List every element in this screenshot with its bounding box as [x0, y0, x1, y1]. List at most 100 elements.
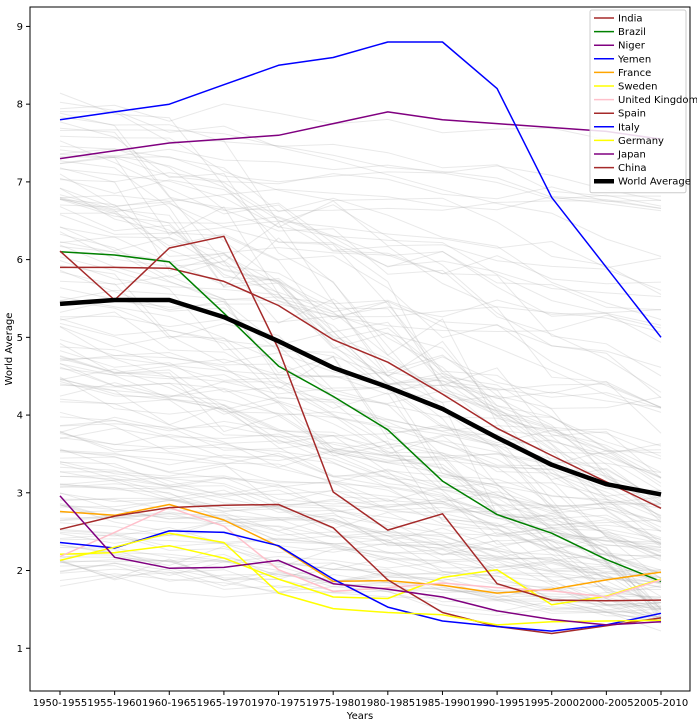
background-country-line [59, 156, 662, 343]
background-country-line [59, 318, 662, 409]
legend-label: Spain [618, 109, 646, 120]
background-country-line [59, 471, 662, 606]
legend: India Brazil Niger Yemen France Sweden United … [589, 9, 697, 194]
series-line-italy [59, 530, 662, 632]
series-line-yemen [59, 41, 662, 338]
background-country-line [59, 299, 662, 318]
legend-label: World Average [618, 177, 691, 188]
x-tick-label: 1990-1995 [470, 698, 525, 709]
background-country-line [59, 461, 662, 545]
background-country-line [59, 553, 662, 632]
background-country-line [59, 356, 662, 584]
background-country-line [59, 103, 662, 141]
background-country-line [59, 188, 662, 211]
background-country-line [59, 153, 662, 207]
background-country-line [59, 296, 662, 539]
y-axis-ticks: 1 2 3 4 5 6 7 8 9 [17, 22, 30, 655]
x-axis-ticks: 1950-1955 1955-1960 1960-1965 1965-1970 1970… [33, 691, 689, 709]
background-country-line [59, 504, 662, 590]
y-tick-label: 9 [17, 22, 23, 33]
background-country-line [59, 112, 662, 580]
background-country-line [59, 346, 662, 503]
background-country-line [59, 271, 662, 368]
x-tick-label: 1965-1970 [197, 698, 252, 709]
background-country-line [59, 416, 662, 528]
background-country-line [59, 325, 662, 492]
legend-label: Italy [618, 122, 640, 133]
series-line-france [59, 503, 662, 594]
background-country-line [59, 504, 662, 584]
background-country-line [59, 489, 662, 557]
background-country-line [59, 538, 662, 608]
series-line-india [60, 266, 662, 509]
background-country-line [59, 514, 662, 584]
x-tick-label: 1975-1980 [306, 698, 361, 709]
background-country-line [59, 461, 662, 548]
background-country-line [59, 568, 662, 601]
background-country-line [59, 145, 662, 321]
background-country-line [59, 326, 662, 610]
x-tick-label: 1955-1960 [87, 698, 142, 709]
background-country-line [59, 448, 662, 600]
background-country-line [59, 280, 662, 547]
x-tick-label: 2005-2010 [634, 698, 689, 709]
background-country-line [59, 492, 662, 540]
background-country-line [59, 355, 662, 408]
background-country-line [59, 530, 662, 574]
background-country-line [59, 565, 662, 583]
background-country-line [59, 236, 662, 285]
y-axis-label: World Average [4, 313, 15, 386]
background-country-line [59, 256, 662, 607]
background-country-line [59, 233, 662, 457]
background-country-line [59, 456, 662, 548]
legend-label: Niger [618, 41, 646, 52]
background-country-line [59, 241, 662, 413]
background-country-line [59, 561, 662, 596]
background-country-line [59, 135, 662, 295]
background-country-line [59, 466, 662, 545]
background-country-line [59, 558, 662, 614]
background-country-line [59, 198, 662, 212]
plot-area-frame [29, 6, 691, 692]
background-country-line [59, 311, 662, 583]
background-country-line [59, 244, 662, 615]
legend-label: China [618, 163, 647, 174]
background-country-line [59, 194, 662, 523]
series-line-spain [59, 503, 662, 635]
y-tick-label: 3 [17, 488, 23, 499]
background-country-line [59, 411, 662, 574]
x-tick-label: 1995-2000 [524, 698, 579, 709]
background-country-line [59, 156, 662, 618]
background-country-line [59, 423, 662, 491]
background-country-line [59, 343, 662, 610]
background-country-line [59, 463, 662, 588]
background-country-line [59, 376, 662, 624]
background-country-line [59, 492, 662, 604]
background-country-line [59, 416, 662, 447]
y-tick-label: 5 [17, 333, 23, 344]
background-country-line [59, 322, 662, 608]
background-country-line [59, 547, 662, 581]
background-country-line [59, 401, 662, 557]
background-country-line [59, 339, 662, 460]
background-country-line [59, 155, 662, 377]
background-country-line [59, 289, 662, 333]
background-country-line [59, 116, 662, 212]
background-country-line [59, 504, 662, 606]
background-country-line [59, 226, 662, 484]
x-tick-label: 1960-1965 [142, 698, 197, 709]
background-country-line [59, 544, 662, 623]
background-country-lines [59, 92, 662, 632]
background-country-line [59, 199, 662, 505]
x-tick-label: 1970-1975 [251, 698, 306, 709]
background-country-line [59, 437, 662, 509]
legend-label: Germany [618, 136, 664, 147]
background-country-line [59, 559, 662, 584]
legend-label: United Kingdom [618, 95, 697, 106]
y-tick-label: 1 [17, 644, 23, 655]
background-country-line [59, 490, 662, 509]
background-country-line [59, 545, 662, 574]
background-country-line [59, 484, 662, 579]
background-country-line [59, 498, 662, 573]
